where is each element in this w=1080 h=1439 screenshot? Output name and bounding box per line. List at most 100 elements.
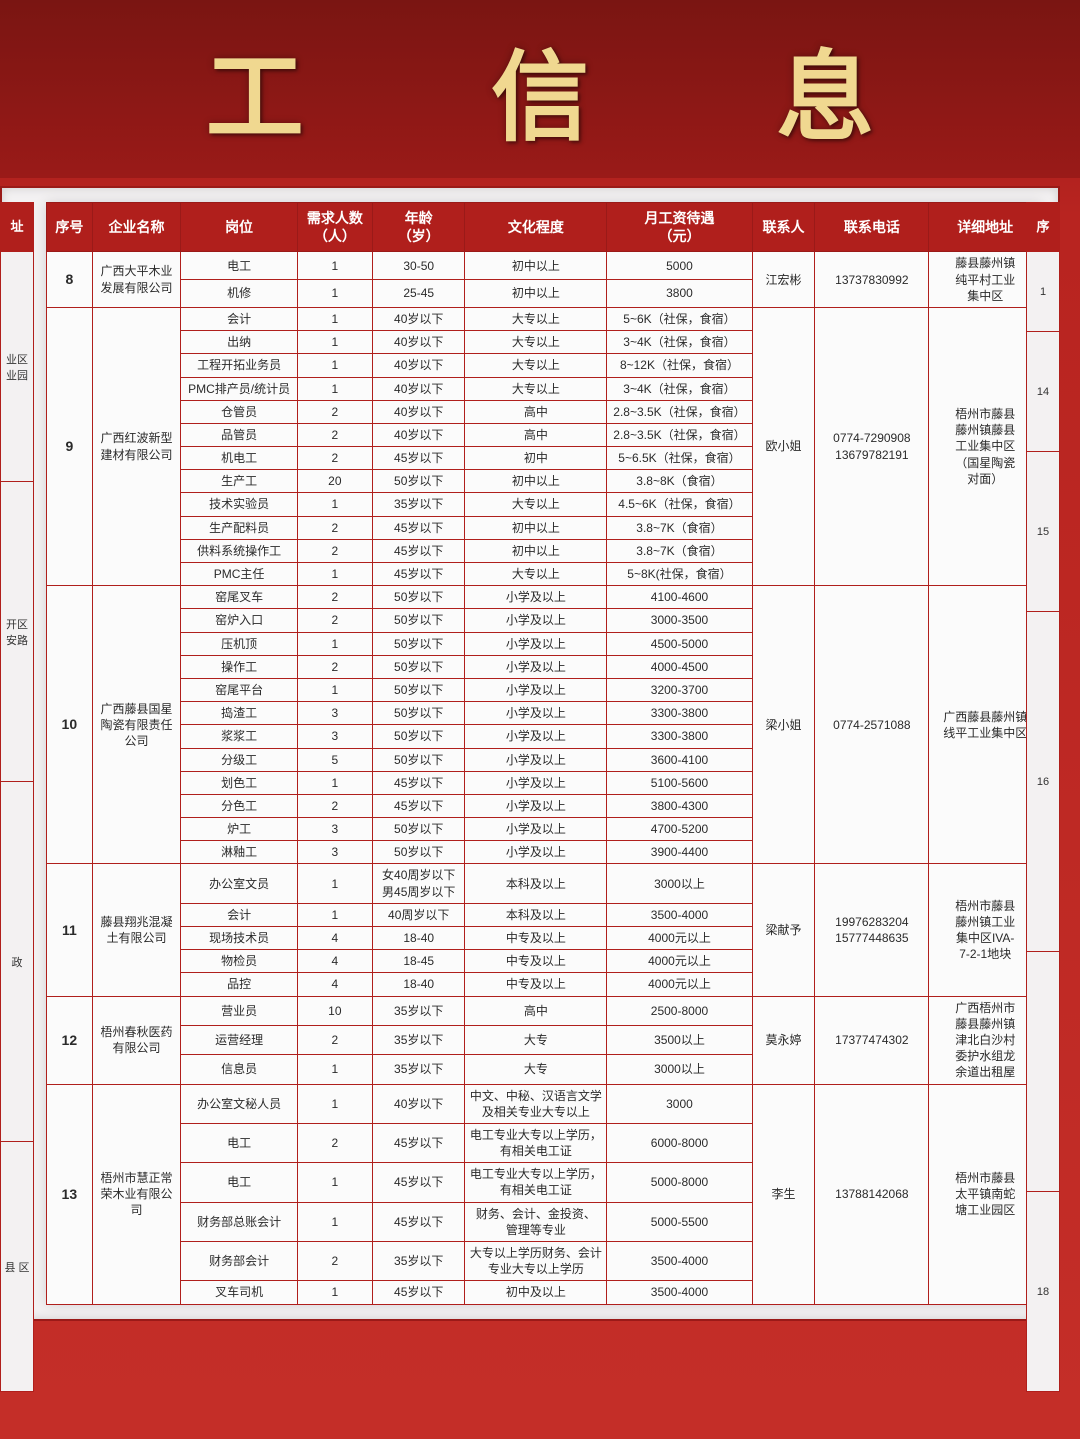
- count-cell: 10: [297, 996, 372, 1025]
- age-cell: 40岁以下: [372, 354, 464, 377]
- table-header: 序号企业名称岗位需求人数（人）年龄（岁）文化程度月工资待遇（元）联系人联系电话详…: [47, 203, 1042, 252]
- salary-cell: 4000元以上: [607, 973, 752, 996]
- count-cell: 20: [297, 470, 372, 493]
- edu-cell: 小学及以上: [465, 678, 607, 701]
- position-cell: PMC排产员/统计员: [181, 377, 297, 400]
- age-cell: 50岁以下: [372, 702, 464, 725]
- age-cell: 45岁以下: [372, 1281, 464, 1304]
- position-cell: 现场技术员: [181, 927, 297, 950]
- age-cell: 35岁以下: [372, 1055, 464, 1084]
- salary-cell: 5~6.5K（社保，食宿）: [607, 447, 752, 470]
- col-header: 岗位: [181, 203, 297, 252]
- position-cell: 物检员: [181, 950, 297, 973]
- position-cell: 电工: [181, 1163, 297, 1202]
- edu-cell: 小学及以上: [465, 725, 607, 748]
- salary-cell: 3500-4000: [607, 1281, 752, 1304]
- edu-cell: 中专及以上: [465, 950, 607, 973]
- count-cell: 4: [297, 950, 372, 973]
- phone-cell: 0774-729090813679782191: [815, 307, 929, 585]
- position-cell: 生产工: [181, 470, 297, 493]
- left-edge-note: 县 区: [0, 1142, 34, 1392]
- left-edge-strip: 址 业区 业园 开区 安路 政 县 区: [0, 202, 34, 1392]
- position-cell: 财务部总账会计: [181, 1202, 297, 1241]
- edu-cell: 小学及以上: [465, 748, 607, 771]
- age-cell: 50岁以下: [372, 655, 464, 678]
- count-cell: 3: [297, 702, 372, 725]
- edu-cell: 小学及以上: [465, 632, 607, 655]
- age-cell: 45岁以下: [372, 771, 464, 794]
- age-cell: 40岁以下: [372, 377, 464, 400]
- count-cell: 1: [297, 1281, 372, 1304]
- col-header: 年龄（岁）: [372, 203, 464, 252]
- position-cell: 生产配料员: [181, 516, 297, 539]
- salary-cell: 4700-5200: [607, 818, 752, 841]
- contact-cell: 梁小姐: [752, 586, 815, 864]
- age-cell: 50岁以下: [372, 841, 464, 864]
- position-cell: 窑尾平台: [181, 678, 297, 701]
- edu-cell: 小学及以上: [465, 655, 607, 678]
- age-cell: 30-50: [372, 252, 464, 280]
- col-header: 月工资待遇（元）: [607, 203, 752, 252]
- phone-cell: 17377474302: [815, 996, 929, 1084]
- count-cell: 5: [297, 748, 372, 771]
- edu-cell: 小学及以上: [465, 771, 607, 794]
- age-cell: 18-40: [372, 927, 464, 950]
- salary-cell: 5~8K(社保，食宿）: [607, 563, 752, 586]
- edu-cell: 大专: [465, 1025, 607, 1054]
- count-cell: 2: [297, 423, 372, 446]
- edu-cell: 大专以上: [465, 563, 607, 586]
- right-edge-note: 15: [1026, 452, 1060, 612]
- position-cell: 淋釉工: [181, 841, 297, 864]
- age-cell: 50岁以下: [372, 818, 464, 841]
- right-edge-note: 18: [1026, 1192, 1060, 1392]
- salary-cell: 3500-4000: [607, 903, 752, 926]
- company-cell: 梧州春秋医药有限公司: [92, 996, 181, 1084]
- edu-cell: 财务、会计、金投资、管理等专业: [465, 1202, 607, 1241]
- right-edge-note: [1026, 952, 1060, 1192]
- position-cell: 分级工: [181, 748, 297, 771]
- position-cell: 压机顶: [181, 632, 297, 655]
- salary-cell: 4500-5000: [607, 632, 752, 655]
- age-cell: 45岁以下: [372, 1163, 464, 1202]
- col-header: 文化程度: [465, 203, 607, 252]
- salary-cell: 4000元以上: [607, 950, 752, 973]
- position-cell: 会计: [181, 307, 297, 330]
- age-cell: 50岁以下: [372, 725, 464, 748]
- position-cell: 办公室文秘人员: [181, 1084, 297, 1123]
- edu-cell: 初中及以上: [465, 1281, 607, 1304]
- salary-cell: 3300-3800: [607, 702, 752, 725]
- age-cell: 35岁以下: [372, 996, 464, 1025]
- left-edge-note: 业区 业园: [0, 252, 34, 482]
- age-cell: 40周岁以下: [372, 903, 464, 926]
- contact-cell: 欧小姐: [752, 307, 815, 585]
- seq-cell: 13: [47, 1084, 93, 1304]
- company-cell: 广西红波新型建材有限公司: [92, 307, 181, 585]
- age-cell: 50岁以下: [372, 678, 464, 701]
- salary-cell: 5000-8000: [607, 1163, 752, 1202]
- position-cell: 会计: [181, 903, 297, 926]
- seq-cell: 9: [47, 307, 93, 585]
- count-cell: 2: [297, 400, 372, 423]
- count-cell: 2: [297, 794, 372, 817]
- salary-cell: 3000: [607, 1084, 752, 1123]
- position-cell: 品管员: [181, 423, 297, 446]
- count-cell: 2: [297, 609, 372, 632]
- col-header: 详细地址: [929, 203, 1042, 252]
- edu-cell: 初中以上: [465, 539, 607, 562]
- edu-cell: 大专以上: [465, 307, 607, 330]
- position-cell: 运营经理: [181, 1025, 297, 1054]
- edu-cell: 中专及以上: [465, 927, 607, 950]
- right-edge-header: 序: [1026, 202, 1060, 252]
- right-edge-note: 1: [1026, 252, 1060, 332]
- job-listings-table: 序号企业名称岗位需求人数（人）年龄（岁）文化程度月工资待遇（元）联系人联系电话详…: [46, 202, 1042, 1305]
- edu-cell: 高中: [465, 400, 607, 423]
- salary-cell: 5000: [607, 252, 752, 280]
- edu-cell: 中专及以上: [465, 973, 607, 996]
- salary-cell: 4000元以上: [607, 927, 752, 950]
- count-cell: 1: [297, 771, 372, 794]
- position-cell: 划色工: [181, 771, 297, 794]
- position-cell: 窑尾叉车: [181, 586, 297, 609]
- position-cell: 操作工: [181, 655, 297, 678]
- seq-cell: 11: [47, 864, 93, 996]
- edu-cell: 大专以上学历财务、会计专业大专以上学历: [465, 1242, 607, 1281]
